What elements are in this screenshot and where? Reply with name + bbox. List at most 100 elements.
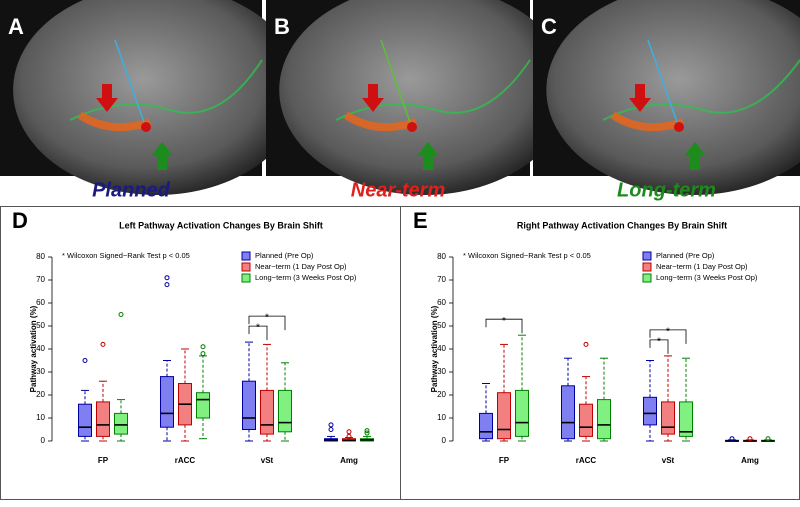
electrode [380,39,412,126]
brain-image [546,0,800,195]
box [597,399,611,440]
legend-swatch [241,262,251,272]
box [579,403,593,437]
outlier [346,429,352,435]
outlier [328,422,334,428]
outlier [729,436,735,442]
box [160,376,174,428]
significance-bracket [649,329,687,344]
outlier [364,428,370,434]
outlier [164,282,170,288]
electrode [114,39,146,126]
y-tick-label: 0 [41,436,46,445]
box [661,401,675,435]
outlier [364,430,370,436]
panel-caption: Near-term [351,179,445,201]
box [196,392,210,419]
y-tick-label: 80 [36,252,45,261]
y-tick-label: 10 [36,413,45,422]
arrow-green [417,142,439,170]
box [643,396,657,426]
significance-bracket [485,318,523,334]
electrode [647,39,679,126]
arrow-red [362,84,384,112]
box [479,412,493,440]
outlier [164,275,170,281]
panel-letter: C [541,14,557,39]
target [407,122,417,132]
significance-bracket [248,325,268,341]
target [674,122,684,132]
box [78,403,92,437]
x-tick-label: rACC [175,456,196,465]
box [679,401,693,437]
arrow-green [151,142,173,170]
box [242,380,256,431]
x-tick-label: vSt [261,456,274,465]
legend-swatch [241,273,251,283]
panel-letter: D [12,208,28,233]
tract [602,59,800,121]
tract [69,59,263,121]
y-axis-label: Pathway activation (%) [430,305,439,392]
legend-label: Planned (Pre Op) [656,251,715,260]
legend-swatch [241,251,251,261]
outlier [82,358,88,363]
arrow-red [629,84,651,112]
legend-swatch [642,273,652,283]
box [561,385,575,440]
significance-label: * [256,323,260,334]
outlier [200,351,206,357]
y-tick-label: 40 [36,344,45,353]
y-tick-label: 30 [437,367,446,376]
y-tick-label: 60 [36,298,45,307]
arrow-red [96,84,118,112]
x-tick-label: FP [499,456,510,465]
y-tick-label: 50 [437,321,446,330]
x-tick-label: Amg [741,456,759,465]
tract [335,59,531,121]
box [260,389,274,435]
x-tick-label: Amg [340,456,358,465]
y-axis-label: Pathway activation (%) [29,305,38,392]
panel-letter: B [274,14,290,39]
box [497,392,511,440]
legend-swatch [642,251,652,261]
chart-title: Left Pathway Activation Changes By Brain… [119,220,323,230]
y-tick-label: 60 [437,298,446,307]
x-tick-label: FP [98,456,109,465]
legend-label: Near−term (1 Day Post Op) [255,262,347,271]
legend-label: Near−term (1 Day Post Op) [656,262,748,271]
box [278,389,292,433]
legend-label: Long−term (3 Weeks Post Op) [255,273,357,282]
panel-caption: Planned [92,179,171,201]
y-tick-label: 20 [36,390,45,399]
outlier [328,427,334,432]
panel-caption: Long-term [617,179,716,201]
significance-label: * [666,327,670,338]
brain-image [279,0,570,195]
significance-bracket [649,339,669,354]
box [96,401,110,437]
panel-letter: A [8,14,24,39]
y-tick-label: 70 [437,275,446,284]
legend-swatch [642,262,652,272]
chart-title: Right Pathway Activation Changes By Brai… [517,220,727,230]
outlier [765,436,771,442]
y-tick-label: 30 [36,367,45,376]
outlier [583,341,589,347]
panel-letter: E [413,208,428,233]
y-tick-label: 10 [437,413,446,422]
outlier [100,341,106,347]
outlier [346,433,352,439]
target [141,122,151,132]
y-tick-label: 70 [36,275,45,284]
significance-label: * [265,313,269,324]
x-tick-label: rACC [576,456,597,465]
significance-label: * [657,337,661,348]
outlier [118,312,124,317]
x-tick-label: vSt [662,456,675,465]
brain-image [13,0,302,195]
legend-label: Long−term (3 Weeks Post Op) [656,273,758,282]
